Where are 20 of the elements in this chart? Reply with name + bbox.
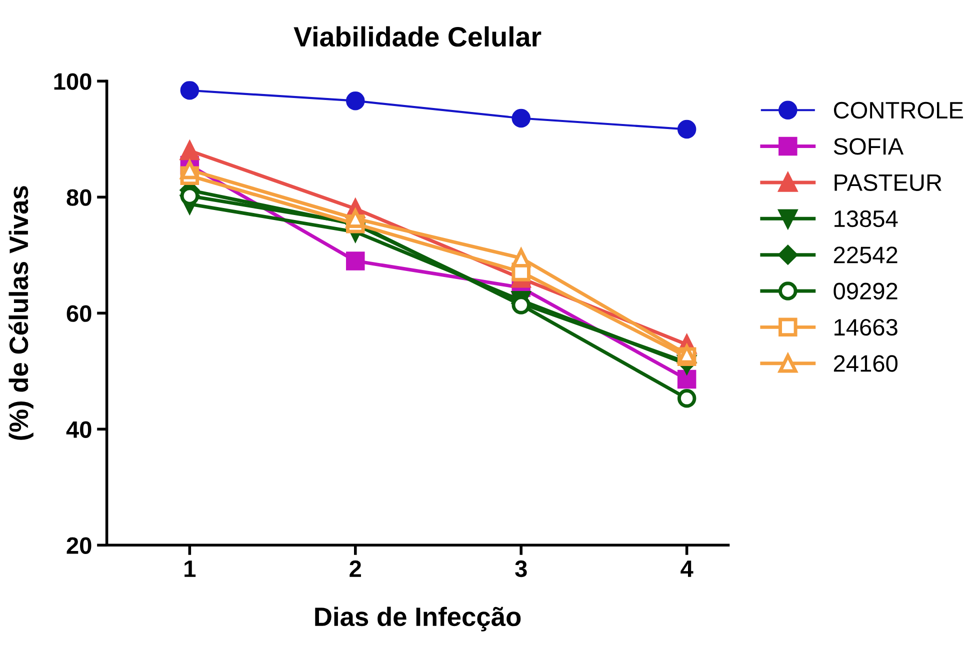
legend-label: 22542 — [834, 246, 898, 264]
legend-label: 09292 — [834, 282, 898, 300]
y-tick-label: 20 — [66, 537, 92, 554]
y-tick-label: 100 — [54, 73, 92, 90]
y-axis-title: (%) de Células Vivas — [8, 186, 34, 440]
legend-label: 13854 — [834, 210, 898, 228]
y-tick-label: 60 — [66, 305, 92, 322]
legend-label: CONTROLE — [834, 102, 963, 119]
legend-label: 14663 — [834, 318, 898, 336]
y-tick-label: 80 — [66, 189, 92, 206]
x-tick-label: 3 — [515, 560, 527, 578]
x-tick-label: 4 — [680, 560, 694, 577]
legend-label: 24160 — [834, 355, 898, 372]
legend-label: PASTEUR — [834, 174, 942, 191]
x-axis-title: Dias de Infecção — [315, 606, 521, 632]
legend-label: SOFIA — [834, 138, 904, 155]
y-tick-label: 40 — [66, 421, 92, 438]
chart-title: Viabilidade Celular — [294, 26, 542, 47]
x-tick-label: 1 — [184, 560, 196, 577]
x-tick-label: 2 — [350, 560, 362, 577]
